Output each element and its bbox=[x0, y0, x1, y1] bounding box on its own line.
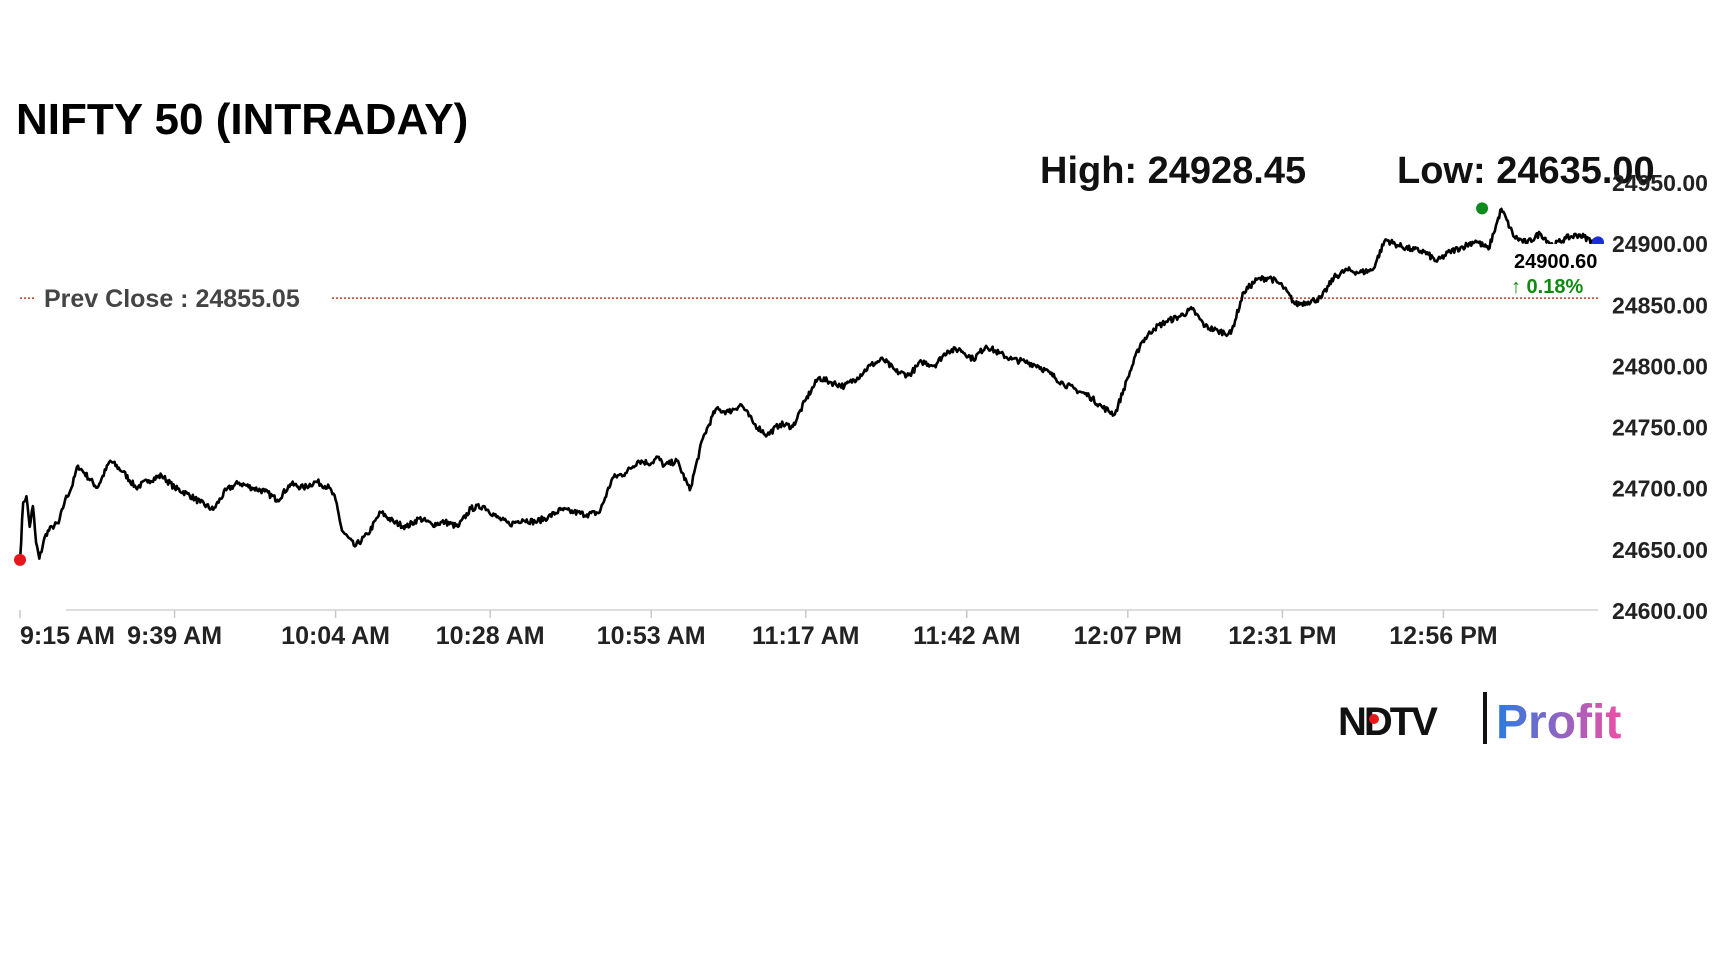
x-tick-label: 9:15 AM bbox=[20, 622, 115, 650]
prev-close-label: Prev Close : 24855.05 bbox=[44, 285, 300, 313]
x-tick-label: 12:56 PM bbox=[1389, 622, 1497, 650]
x-tick-label: 11:42 AM bbox=[913, 622, 1020, 650]
y-tick-label: 24600.00 bbox=[1612, 598, 1708, 624]
price-series-line bbox=[18, 207, 1600, 560]
y-tick-label: 24700.00 bbox=[1612, 476, 1708, 502]
price-markers bbox=[14, 202, 1604, 566]
x-tick-label: 12:31 PM bbox=[1228, 622, 1336, 650]
x-tick-label: 10:04 AM bbox=[281, 622, 390, 650]
logo-profit-text: Profit bbox=[1496, 696, 1621, 749]
x-tick-label: 9:39 AM bbox=[127, 622, 222, 650]
y-tick-label: 24950.00 bbox=[1612, 170, 1708, 196]
change-percent-label: ↑ 0.18% bbox=[1511, 276, 1583, 298]
x-tick-label: 12:07 PM bbox=[1074, 622, 1182, 650]
y-tick-label: 24650.00 bbox=[1612, 537, 1708, 563]
logo-red-dot-icon bbox=[1369, 714, 1379, 724]
y-tick-label: 24850.00 bbox=[1612, 292, 1708, 318]
logo-divider bbox=[1483, 692, 1487, 744]
y-tick-label: 24800.00 bbox=[1612, 353, 1708, 379]
x-axis: 9:15 AM 9:39 AM 10:04 AM 10:28 AM 10:53 AM 11… bbox=[19, 609, 1598, 650]
prev-close-label-background bbox=[34, 281, 330, 316]
y-tick-label: 24900.00 bbox=[1612, 231, 1708, 257]
chart-title: NIFTY 50 (INTRADAY) bbox=[16, 95, 468, 144]
day-low-label: Low: 24635.00 bbox=[1397, 150, 1655, 192]
day-high-label: High: 24928.45 bbox=[1040, 150, 1306, 192]
x-tick-label: 10:53 AM bbox=[597, 622, 706, 650]
logo-ndtv-text: NDTV bbox=[1338, 700, 1438, 744]
x-tick-label: 11:17 AM bbox=[752, 622, 859, 650]
open-marker bbox=[14, 553, 26, 566]
last-value-label-background bbox=[1508, 244, 1604, 294]
y-tick-label: 24750.00 bbox=[1612, 415, 1708, 441]
ndtv-profit-logo: NDTV Profit bbox=[1338, 692, 1621, 749]
y-axis: 24950.00 24900.00 24850.00 24800.00 24750.00… bbox=[1612, 170, 1708, 624]
x-tick-label: 10:28 AM bbox=[436, 622, 545, 650]
last-value-label: 24900.60 bbox=[1514, 251, 1597, 273]
day-high-marker bbox=[1476, 202, 1489, 215]
